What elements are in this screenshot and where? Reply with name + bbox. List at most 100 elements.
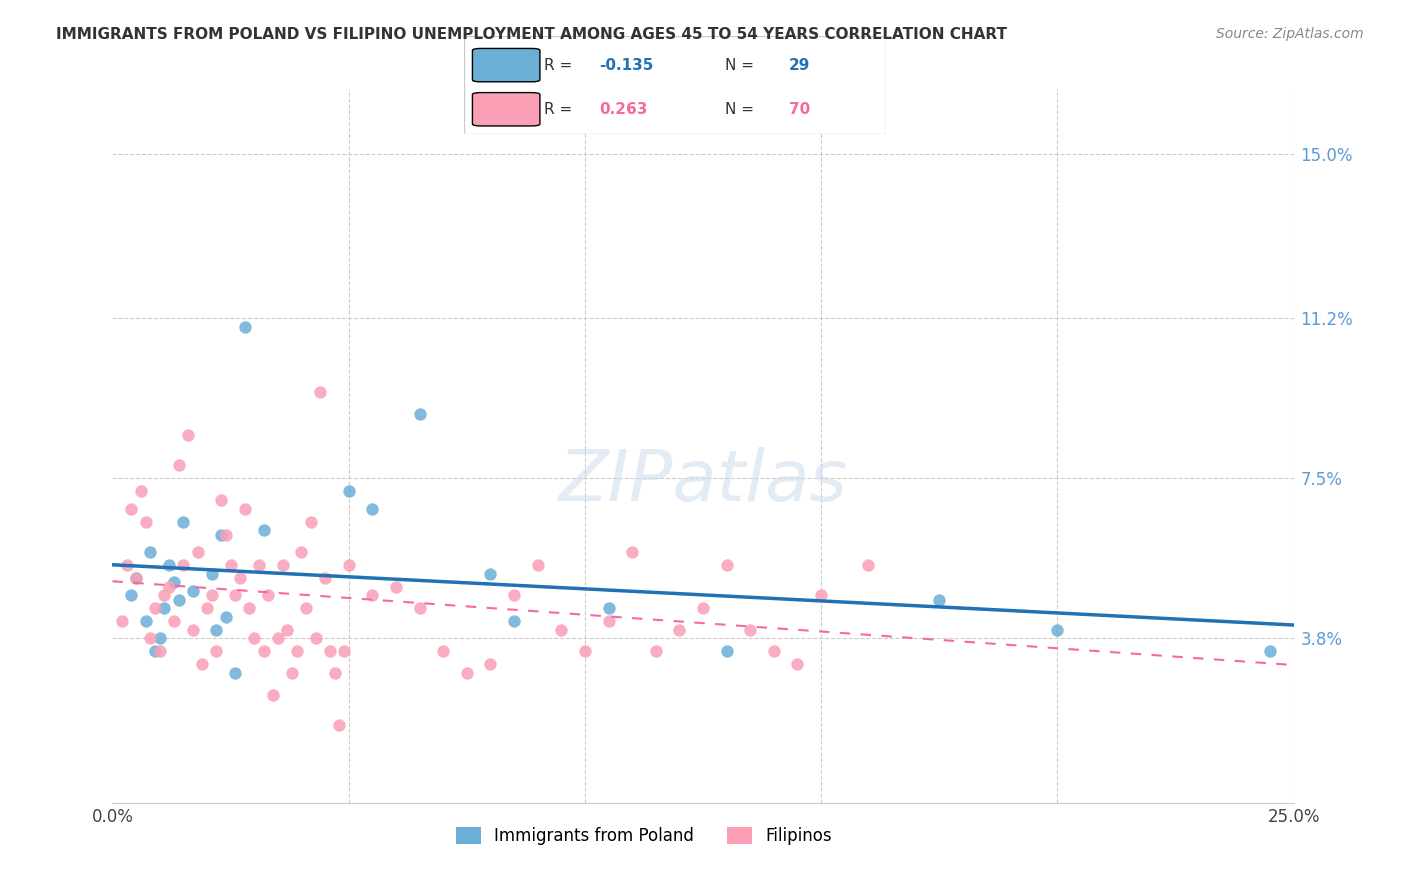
Point [143, 601, 166, 615]
Point [503, 588, 526, 602]
Point [195, 601, 218, 615]
Point [337, 558, 360, 572]
Point [290, 545, 312, 559]
Point [139, 545, 162, 559]
Point [271, 558, 294, 572]
Point [253, 524, 276, 538]
Text: Source: ZipAtlas.com: Source: ZipAtlas.com [1216, 27, 1364, 41]
Point [125, 571, 148, 585]
Point [526, 558, 548, 572]
Point [224, 588, 246, 602]
Point [361, 501, 384, 516]
Point [172, 558, 194, 572]
Point [786, 657, 808, 672]
Point [323, 666, 346, 681]
Point [309, 384, 332, 399]
Point [299, 515, 322, 529]
Point [205, 623, 228, 637]
Point [143, 644, 166, 658]
Point [149, 632, 172, 646]
Point [361, 588, 384, 602]
Point [153, 588, 176, 602]
Point [257, 588, 280, 602]
Point [205, 644, 228, 658]
Point [333, 644, 356, 658]
Point [716, 558, 738, 572]
Point [129, 484, 152, 499]
Legend: Immigrants from Poland, Filipinos: Immigrants from Poland, Filipinos [449, 820, 839, 852]
Point [201, 588, 224, 602]
Point [762, 644, 785, 658]
Point [810, 588, 832, 602]
Point [115, 558, 138, 572]
Point [191, 657, 214, 672]
Point [858, 558, 880, 572]
Point [238, 601, 260, 615]
Point [598, 614, 620, 628]
Point [139, 632, 162, 646]
Point [135, 515, 157, 529]
Point [243, 632, 266, 646]
Point [181, 583, 204, 598]
Point [233, 320, 256, 334]
Point [172, 515, 194, 529]
Point [233, 501, 256, 516]
FancyBboxPatch shape [472, 93, 540, 126]
Point [267, 632, 290, 646]
Point [163, 575, 186, 590]
Text: 29: 29 [789, 58, 810, 72]
Text: -0.135: -0.135 [599, 58, 654, 72]
Point [1258, 644, 1281, 658]
Point [304, 632, 326, 646]
Point [157, 558, 180, 572]
Point [479, 566, 502, 581]
Point [163, 614, 186, 628]
Text: R =: R = [544, 102, 582, 117]
Point [120, 588, 142, 602]
Point [186, 545, 208, 559]
Text: N =: N = [725, 58, 759, 72]
Text: ZIPatlas: ZIPatlas [558, 447, 848, 516]
Point [550, 623, 572, 637]
FancyBboxPatch shape [472, 48, 540, 82]
Point [644, 644, 666, 658]
Point [219, 558, 242, 572]
Point [120, 501, 142, 516]
Point [215, 527, 238, 541]
Text: R =: R = [544, 58, 578, 72]
Point [215, 610, 238, 624]
Point [281, 666, 304, 681]
Point [621, 545, 644, 559]
Text: 0.263: 0.263 [599, 102, 647, 117]
Point [253, 644, 276, 658]
Point [157, 580, 180, 594]
Point [111, 614, 134, 628]
Point [408, 407, 430, 421]
Point [503, 614, 526, 628]
Text: IMMIGRANTS FROM POLAND VS FILIPINO UNEMPLOYMENT AMONG AGES 45 TO 54 YEARS CORREL: IMMIGRANTS FROM POLAND VS FILIPINO UNEMP… [56, 27, 1007, 42]
Point [574, 644, 596, 658]
Point [201, 566, 224, 581]
Point [262, 688, 284, 702]
Point [153, 601, 176, 615]
Point [668, 623, 690, 637]
Point [177, 428, 200, 442]
Point [928, 592, 950, 607]
Text: N =: N = [725, 102, 759, 117]
Point [295, 601, 318, 615]
Text: 70: 70 [789, 102, 810, 117]
Point [285, 644, 308, 658]
Point [229, 571, 252, 585]
Point [224, 666, 246, 681]
Point [328, 718, 350, 732]
Point [149, 644, 172, 658]
Point [408, 601, 430, 615]
Point [314, 571, 336, 585]
Point [181, 623, 204, 637]
Point [337, 484, 360, 499]
Point [319, 644, 342, 658]
Point [716, 644, 738, 658]
Point [692, 601, 714, 615]
Point [247, 558, 270, 572]
Point [167, 458, 190, 473]
